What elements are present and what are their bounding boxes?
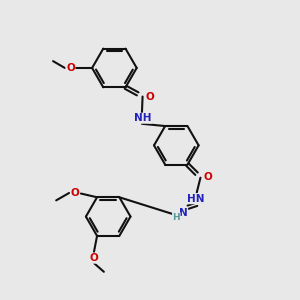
Text: O: O bbox=[203, 172, 212, 182]
Text: O: O bbox=[66, 63, 75, 73]
Text: NH: NH bbox=[134, 113, 151, 123]
Text: N: N bbox=[179, 208, 188, 218]
Text: H: H bbox=[172, 213, 180, 222]
Text: O: O bbox=[145, 92, 154, 101]
Text: O: O bbox=[70, 188, 79, 198]
Text: O: O bbox=[90, 253, 98, 263]
Text: HN: HN bbox=[187, 194, 204, 204]
